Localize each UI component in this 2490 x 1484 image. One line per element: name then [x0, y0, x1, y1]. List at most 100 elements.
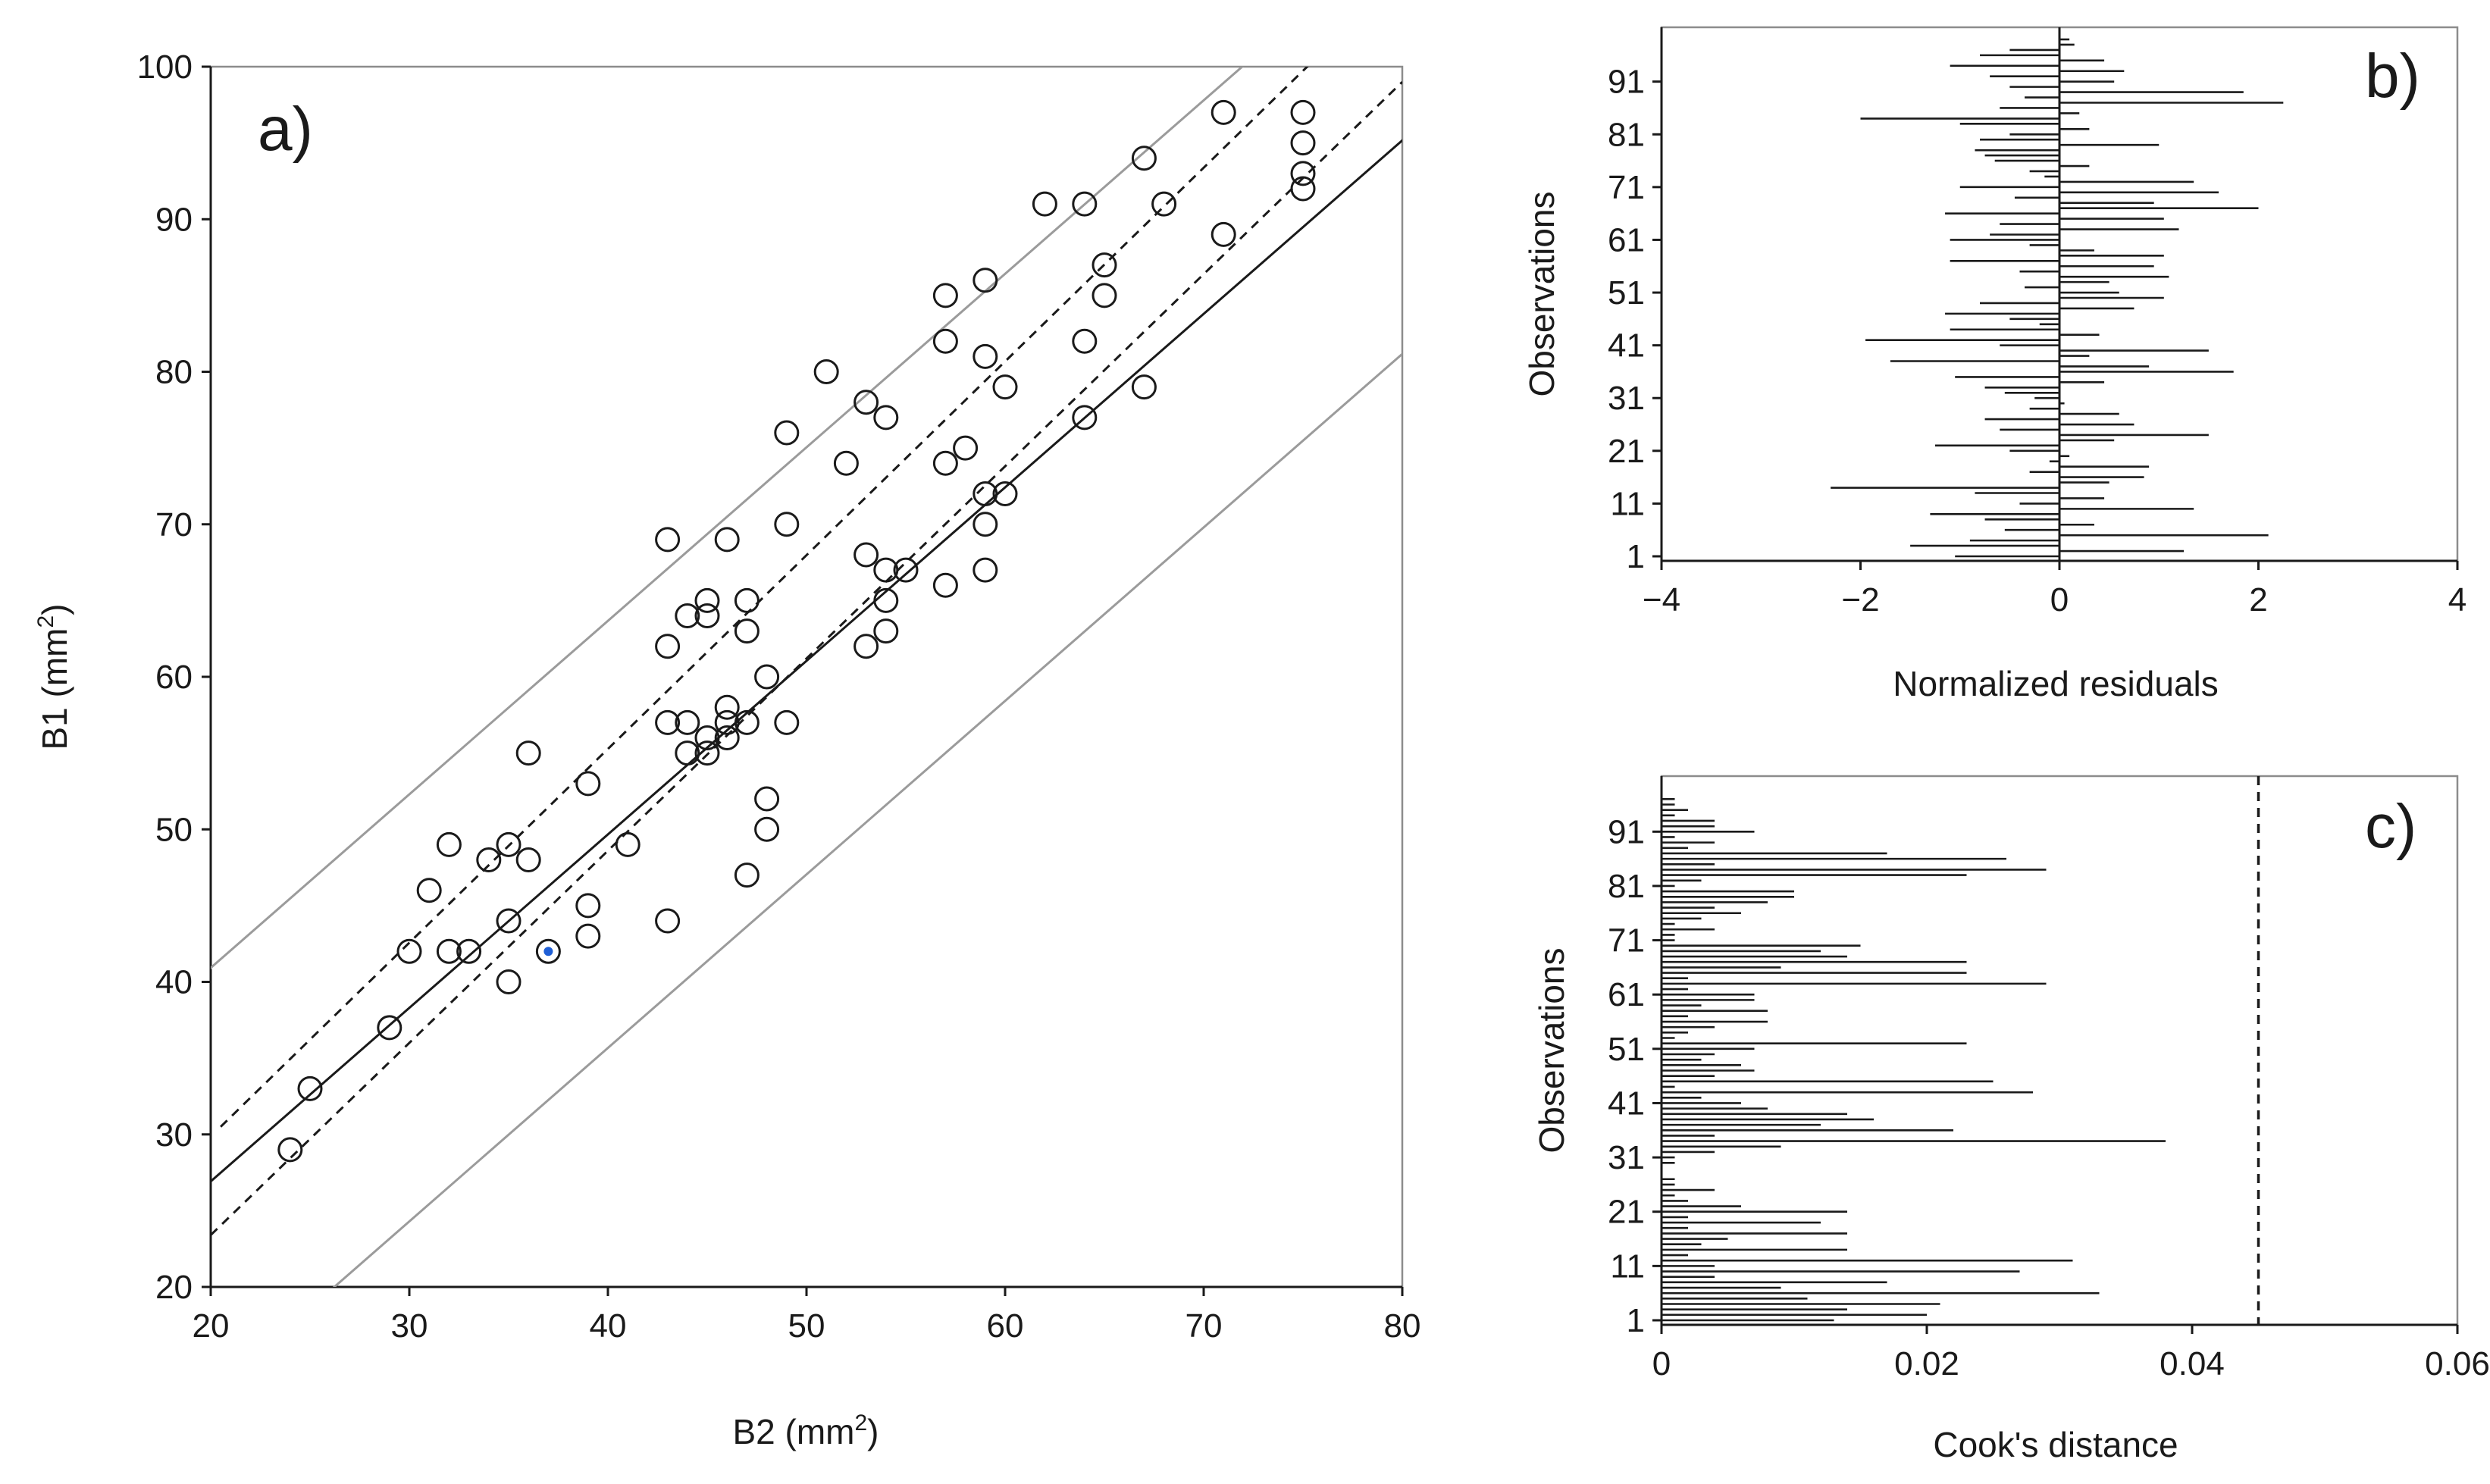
data-point [754, 816, 780, 842]
data-point [873, 618, 899, 644]
data-point [575, 893, 601, 919]
data-point [1092, 252, 1117, 278]
data-point [1211, 99, 1236, 125]
data-point [714, 709, 740, 735]
a-y-tick-label: 40 [155, 964, 193, 1001]
data-point [1290, 99, 1316, 125]
data-point [754, 786, 780, 812]
data-point [973, 268, 998, 293]
data-point [515, 740, 541, 766]
data-point [496, 908, 521, 934]
data-point [853, 634, 879, 659]
panel-a-frame [209, 65, 1404, 1288]
a-y-tick-label: 90 [155, 201, 193, 238]
data-point [813, 359, 839, 384]
data-point [456, 938, 482, 964]
data-point [1290, 176, 1316, 202]
y-tick-label: 21 [1608, 433, 1645, 470]
data-point [694, 725, 720, 750]
y-tick-label: 81 [1608, 116, 1645, 153]
x-tick-label: 0.06 [2425, 1345, 2490, 1382]
panel-a-x-label: B2 (mm2) [732, 1410, 879, 1451]
data-point [992, 374, 1018, 400]
x-tick-label: 0 [1652, 1345, 1671, 1382]
data-point [932, 572, 958, 598]
panel-c-bars [1662, 776, 2260, 1325]
regression-line [211, 139, 1402, 1183]
y-tick-label: 31 [1608, 380, 1645, 417]
panel-a-points [277, 99, 1316, 1163]
panel-c-x-label: Cook's distance [1933, 1425, 2178, 1464]
data-point [436, 938, 462, 964]
data-point [515, 847, 541, 872]
data-point [655, 527, 681, 553]
a-y-tick-label: 50 [155, 811, 193, 848]
data-point [675, 603, 700, 628]
data-point [535, 938, 561, 964]
panel-a-fit-lines [211, 67, 1402, 1287]
x-tick-label: 0.04 [2160, 1345, 2225, 1382]
data-point [694, 740, 720, 766]
y-tick-label: 61 [1608, 221, 1645, 258]
panel-c-label: c) [2365, 792, 2416, 861]
data-point [675, 740, 700, 766]
data-point [476, 847, 502, 872]
data-point [973, 512, 998, 537]
data-point [734, 587, 760, 613]
panel-b-x-label: Normalized residuals [1893, 664, 2219, 703]
data-point [734, 618, 760, 644]
panel-a-scatter: 20 30 40 50 60 70 80 20 30 40 50 60 70 80 90 100 a) B2 … [33, 49, 1421, 1451]
a-x-tick-label: 80 [1384, 1307, 1421, 1345]
data-point [496, 969, 521, 994]
panel-a-label: a) [258, 95, 313, 164]
x-tick-label: 0.02 [1894, 1345, 1959, 1382]
a-x-tick-label: 50 [788, 1307, 825, 1345]
panel-c-y-label: Observations [1532, 947, 1571, 1153]
prediction-band-lower [332, 352, 1402, 1287]
data-point [734, 709, 760, 735]
a-y-tick-label: 70 [155, 506, 193, 543]
data-point [714, 725, 740, 750]
panel-a-plot-area [211, 67, 1402, 1287]
a-x-tick-label: 40 [590, 1307, 627, 1345]
data-point [932, 283, 958, 308]
y-tick-label: 41 [1608, 1085, 1645, 1122]
highlighted-point [543, 947, 553, 956]
data-point [873, 557, 899, 583]
y-tick-label: 91 [1608, 813, 1645, 850]
data-point [377, 1015, 402, 1041]
y-tick-label: 61 [1608, 976, 1645, 1013]
data-point [1290, 130, 1316, 156]
data-point [1131, 374, 1157, 400]
y-tick-label: 71 [1608, 169, 1645, 206]
y-tick-label: 31 [1608, 1139, 1645, 1176]
y-tick-label: 81 [1608, 868, 1645, 905]
confidence-band-upper [220, 67, 1309, 1128]
data-point [774, 512, 800, 537]
panel-b-y-label: Observations [1522, 191, 1561, 396]
data-point [496, 831, 521, 857]
x-tick-label: 4 [2448, 581, 2467, 618]
data-point [714, 694, 740, 720]
data-point [853, 542, 879, 568]
data-point [615, 831, 641, 857]
data-point [932, 328, 958, 354]
a-x-tick-label: 60 [987, 1307, 1024, 1345]
a-y-tick-label: 100 [137, 49, 193, 86]
panel-b-label: b) [2365, 42, 2420, 111]
y-tick-label: 71 [1608, 922, 1645, 960]
data-point [575, 771, 601, 797]
y-tick-label: 41 [1608, 327, 1645, 365]
data-point [992, 481, 1018, 506]
data-point [1131, 146, 1157, 171]
data-point [893, 557, 919, 583]
data-point [436, 831, 462, 857]
data-point [932, 450, 958, 476]
y-tick-label: 51 [1608, 274, 1645, 312]
prediction-band-upper [211, 67, 1245, 969]
panel-b-bars [1831, 27, 2284, 561]
x-tick-label: −4 [1643, 581, 1680, 618]
